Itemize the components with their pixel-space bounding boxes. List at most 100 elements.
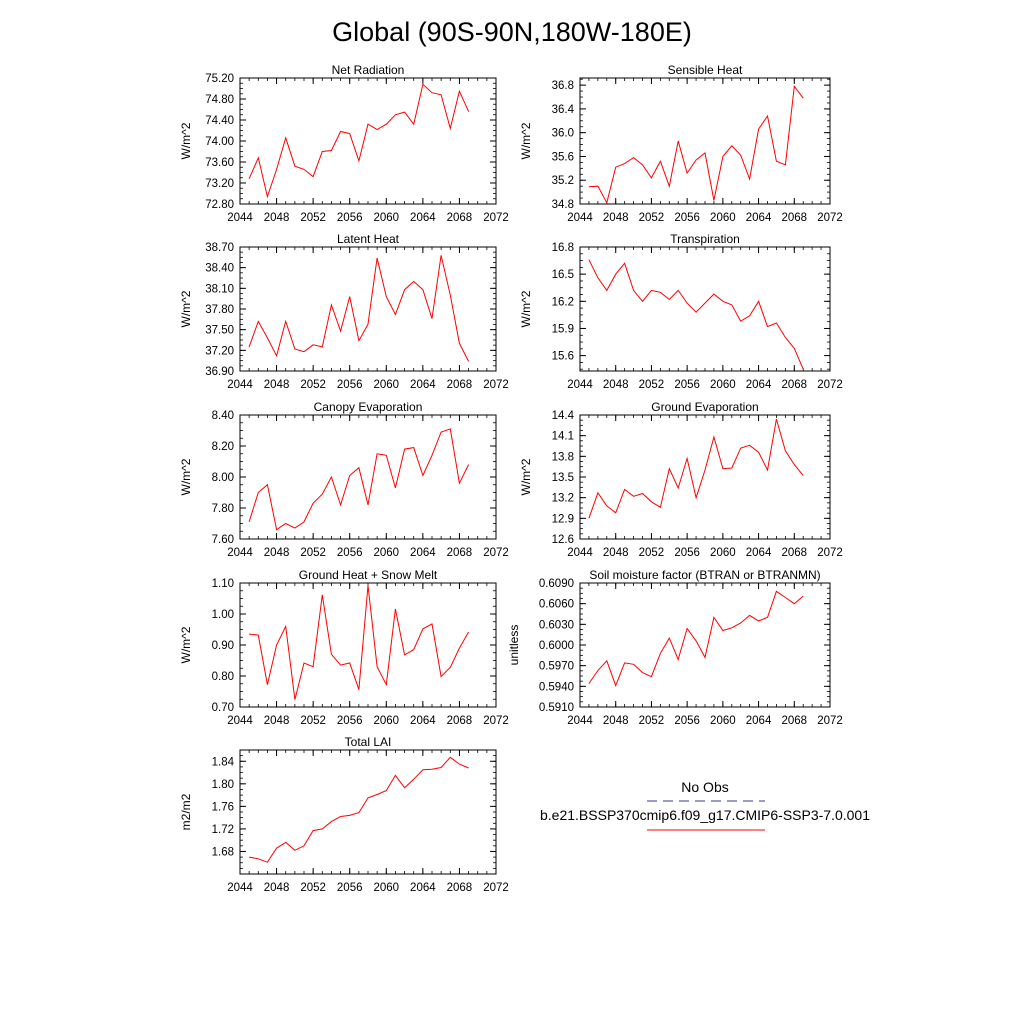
y-tick-label: 13.8 xyxy=(552,451,574,463)
panel-title: Total LAI xyxy=(345,735,392,749)
panel-title: Canopy Evaporation xyxy=(314,400,423,414)
x-tick-label: 2052 xyxy=(300,547,326,559)
panel-title: Ground Heat + Snow Melt xyxy=(299,568,438,582)
y-tick-label: 74.00 xyxy=(205,136,234,148)
y-axis-label: W/m^2 xyxy=(519,122,533,159)
y-tick-label: 35.6 xyxy=(552,151,574,163)
panels-group: 2044 2048 2052 2056 2060 2064 2068 2072 72.80 73.… xyxy=(179,63,843,894)
x-tick-label: 2044 xyxy=(227,547,253,559)
x-tick-label: 2048 xyxy=(603,379,629,391)
panel-6: 2044 2048 2052 2056 2060 2064 2068 2072 0.70 0.80… xyxy=(179,568,509,727)
plot-frame xyxy=(239,246,497,372)
series-line-0 xyxy=(249,756,469,863)
plot-frame xyxy=(239,414,497,540)
x-tick-label: 2064 xyxy=(746,379,772,391)
x-tick-label: 2052 xyxy=(639,379,665,391)
y-tick-label: 36.0 xyxy=(552,128,574,140)
x-tick-label: 2068 xyxy=(447,715,473,727)
y-tick-label: 0.6090 xyxy=(539,578,574,590)
y-tick-label: 1.10 xyxy=(212,578,234,590)
plot-frame xyxy=(239,749,497,875)
plot-frame xyxy=(579,246,831,372)
y-tick-label: 0.5970 xyxy=(539,661,574,673)
y-tick-label: 36.90 xyxy=(205,366,234,378)
x-tick-label: 2048 xyxy=(264,715,290,727)
y-tick-label: 72.80 xyxy=(205,199,234,211)
x-tick-label: 2068 xyxy=(447,379,473,391)
y-tick-label: 75.20 xyxy=(205,73,234,85)
y-axis-label: W/m^2 xyxy=(519,290,533,327)
y-tick-label: 1.76 xyxy=(212,801,234,813)
y-tick-label: 0.70 xyxy=(212,702,234,714)
x-tick-label: 2044 xyxy=(227,715,253,727)
y-tick-label: 0.90 xyxy=(212,640,234,652)
panel-title: Soil moisture factor (BTRAN or BTRANMN) xyxy=(589,568,820,582)
y-tick-label: 14.4 xyxy=(552,410,575,422)
y-tick-label: 16.8 xyxy=(552,242,574,254)
x-tick-label: 2048 xyxy=(264,379,290,391)
y-tick-label: 16.5 xyxy=(552,269,574,281)
x-tick-label: 2048 xyxy=(264,212,290,224)
x-tick-label: 2068 xyxy=(447,212,473,224)
panel-title: Net Radiation xyxy=(332,63,405,77)
y-axis-label: unitless xyxy=(507,625,521,666)
y-tick-label: 37.20 xyxy=(205,345,234,357)
x-tick-label: 2064 xyxy=(746,547,772,559)
x-tick-label: 2052 xyxy=(639,715,665,727)
y-tick-label: 16.2 xyxy=(552,296,574,308)
panel-8: 2044 2048 2052 2056 2060 2064 2068 2072 1.68 1.72… xyxy=(179,735,509,894)
series-line-0 xyxy=(248,428,470,531)
y-tick-label: 74.80 xyxy=(205,94,234,106)
x-tick-label: 2052 xyxy=(300,379,326,391)
panel-title: Transpiration xyxy=(670,232,740,246)
x-tick-label: 2048 xyxy=(264,882,290,894)
x-tick-label: 2072 xyxy=(483,882,509,894)
y-tick-label: 34.8 xyxy=(552,199,574,211)
x-tick-label: 2072 xyxy=(817,212,843,224)
x-tick-label: 2044 xyxy=(227,212,253,224)
series-line-0 xyxy=(248,83,470,199)
x-tick-label: 2072 xyxy=(483,212,509,224)
x-tick-label: 2052 xyxy=(300,715,326,727)
plot-frame xyxy=(239,582,497,708)
x-tick-label: 2044 xyxy=(567,715,593,727)
x-tick-label: 2072 xyxy=(483,715,509,727)
x-tick-label: 2060 xyxy=(373,715,399,727)
series-line-0 xyxy=(248,255,470,362)
panel-1: 2044 2048 2052 2056 2060 2064 2068 2072 34.8 35.2… xyxy=(519,63,843,224)
y-tick-label: 13.2 xyxy=(552,493,574,505)
x-tick-label: 2060 xyxy=(710,715,736,727)
y-axis-label: W/m^2 xyxy=(179,290,193,327)
panel-2: 2044 2048 2052 2056 2060 2064 2068 2072 36.90 37.… xyxy=(179,232,509,391)
x-tick-label: 2064 xyxy=(410,715,436,727)
x-tick-label: 2056 xyxy=(337,882,363,894)
y-tick-label: 73.60 xyxy=(205,157,234,169)
y-tick-label: 13.5 xyxy=(552,472,574,484)
panel-4: 2044 2048 2052 2056 2060 2064 2068 2072 7.60 7.80… xyxy=(179,400,509,559)
y-tick-label: 14.1 xyxy=(552,431,574,443)
y-axis-label: W/m^2 xyxy=(179,122,193,159)
x-tick-label: 2048 xyxy=(603,547,629,559)
x-tick-label: 2056 xyxy=(674,715,700,727)
x-tick-label: 2072 xyxy=(817,715,843,727)
x-tick-label: 2048 xyxy=(264,547,290,559)
series-line-0 xyxy=(588,590,804,688)
y-tick-label: 0.6030 xyxy=(539,619,574,631)
x-tick-label: 2048 xyxy=(603,715,629,727)
x-tick-label: 2064 xyxy=(410,882,436,894)
x-tick-label: 2060 xyxy=(373,379,399,391)
y-tick-label: 1.84 xyxy=(212,756,235,768)
y-tick-label: 7.80 xyxy=(212,503,234,515)
y-tick-label: 38.10 xyxy=(205,283,234,295)
y-axis-label: m2/m2 xyxy=(179,793,193,830)
legend-obs-label: No Obs xyxy=(681,779,728,795)
x-tick-label: 2052 xyxy=(300,212,326,224)
plot-frame xyxy=(579,77,831,205)
y-tick-label: 36.8 xyxy=(552,80,574,92)
x-tick-label: 2048 xyxy=(603,212,629,224)
panel-title: Ground Evaporation xyxy=(651,400,758,414)
x-tick-label: 2060 xyxy=(373,882,399,894)
y-tick-label: 0.6060 xyxy=(539,599,574,611)
y-tick-label: 37.50 xyxy=(205,325,234,337)
y-tick-label: 7.60 xyxy=(212,534,234,546)
